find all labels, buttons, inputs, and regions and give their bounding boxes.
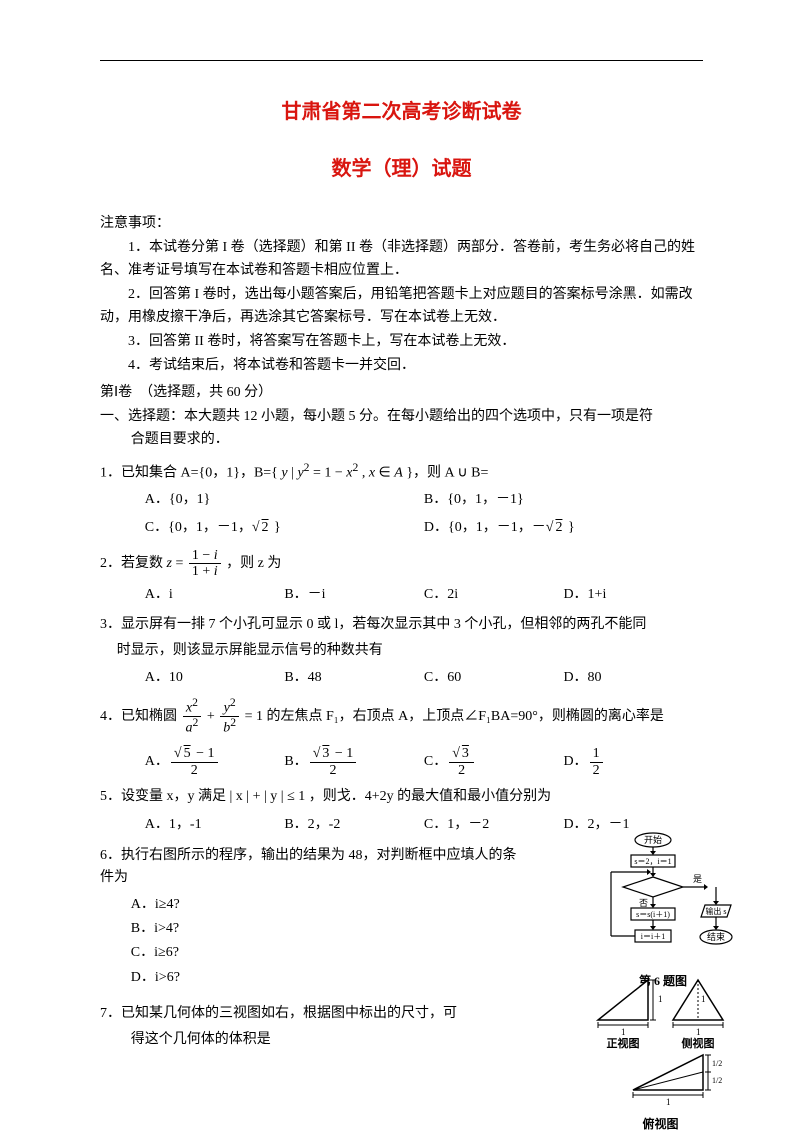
question-7: 7．已知某几何体的三视图如右，根据图中标出的尺寸，可 得这个几何体的体积是 (100, 1003, 530, 1052)
q1-optD: D．{0，1，－1，－√2 } (424, 517, 703, 539)
q4-text: 4．已知椭圆 x2a2 + y2b2 = 1 的左焦点 F₁，右顶点 A，上顶点… (100, 697, 703, 736)
q5-optA: A．1，-1 (145, 814, 285, 836)
part1-desc-a: 一、选择题：本大题共 12 小题，每小题 5 分。在每小题给出的四个选项中，只有… (100, 409, 653, 424)
part1-desc: 一、选择题：本大题共 12 小题，每小题 5 分。在每小题给出的四个选项中，只有… (100, 406, 703, 451)
q1-optD-b: } (564, 520, 574, 535)
q1-a: 1．已知集合 A={0，1}，B={ (100, 466, 281, 481)
q6-optB: B．i>4? (100, 918, 530, 940)
q4-optB: B．√3 − 12 (284, 746, 424, 778)
note-4: 4．考试结束后，将本试卷和答题卡一并交回． (100, 355, 703, 377)
q2-optB: B．－i (284, 584, 424, 606)
svg-text:1: 1 (696, 1027, 701, 1037)
q1-optA: A．{0，1} (145, 489, 424, 511)
q1-text: 1．已知集合 A={0，1}，B={ y | y2 = 1 − x2 , x ∈… (100, 459, 703, 485)
q7-text2: 得这个几何体的体积是 (100, 1029, 530, 1051)
q6-optD: D．i>6? (100, 967, 530, 989)
svg-text:1: 1 (621, 1027, 626, 1037)
q6-text: 6．执行右图所示的程序，输出的结果为 48，对判断框中应填人的条件为 (100, 845, 530, 890)
q6-optC: C．i≥6? (100, 942, 530, 964)
flow-no: 否 (639, 898, 648, 908)
question-6: 6．执行右图所示的程序，输出的结果为 48，对判断框中应填人的条件为 A．i≥4… (100, 845, 530, 989)
part1-heading: 第Ⅰ卷 （选择题，共 60 分） (100, 382, 703, 404)
question-4: 4．已知椭圆 x2a2 + y2b2 = 1 的左焦点 F₁，右顶点 A，上顶点… (100, 697, 703, 778)
flow-start: 开始 (644, 834, 662, 845)
question-5: 5．设变量 x，y 满足 | x | + | y | ≤ 1 ，则戈．4+2y … (100, 786, 703, 837)
q5-optB: B．2，-2 (284, 814, 424, 836)
q2-text-b: ，则 z 为 (226, 556, 281, 571)
q4-optC: C．√32 (424, 746, 564, 778)
svg-text:1: 1 (658, 994, 663, 1004)
q2-text: 2．若复数 z = 1 − i1 + i ，则 z 为 (100, 548, 703, 580)
flowchart-q6: 开始 s＝2，i＝1 是 否 s＝s(i＋1) i＝i＋1 输出 s (593, 832, 733, 991)
q4-text-b: 的左焦点 F₁，右顶点 A，上顶点∠F₁BA=90°，则椭圆的离心率是 (263, 709, 664, 724)
q2-text-a: 2．若复数 (100, 556, 167, 571)
view-top: 俯视图 (588, 1115, 733, 1134)
view-front: 正视图 (607, 1036, 640, 1050)
top-rule (100, 60, 703, 61)
q2-optA: A．i (145, 584, 285, 606)
subject-title: 数学（理）试题 (100, 153, 703, 185)
question-1: 1．已知集合 A={0，1}，B={ y | y2 = 1 − x2 , x ∈… (100, 459, 703, 540)
flow-end: 结束 (707, 931, 725, 942)
q5-optC: C．1，－2 (424, 814, 564, 836)
q2-optC: C．2i (424, 584, 564, 606)
q1-optB: B．{0，1，－1} (424, 489, 703, 511)
question-2: 2．若复数 z = 1 − i1 + i ，则 z 为 A．i B．－i C．2… (100, 548, 703, 606)
question-3: 3．显示屏有一排 7 个小孔可显示 0 或 l，若每次显示其中 3 个小孔，但相… (100, 614, 703, 689)
q4-text-a: 4．已知椭圆 (100, 709, 181, 724)
q1-optC: C．{0，1，－1，√2 } (145, 517, 424, 539)
note-2: 2．回答第 I 卷时，选出每小题答案后，用铅笔把答题卡上对应题目的答案标号涂黑．… (100, 284, 703, 329)
note-1: 1．本试卷分第 I 卷（选择题）和第 II 卷（非选择题）两部分．答卷前，考生务… (100, 237, 703, 282)
q2-optD: D．1+i (563, 584, 703, 606)
flow-yes: 是 (693, 874, 702, 884)
notes-heading: 注意事项： (100, 213, 703, 235)
views-svg: 1 1 1 1 正视图 侧视图 1/2 1/2 1 (588, 975, 733, 1105)
svg-text:1: 1 (666, 1097, 671, 1105)
q4-optD: D．12 (563, 746, 703, 778)
q3-optC: C．60 (424, 667, 564, 689)
q3-optB: B．48 (284, 667, 424, 689)
q7-text: 7．已知某几何体的三视图如右，根据图中标出的尺寸，可 (100, 1003, 530, 1025)
flow-inc: i＝i＋1 (641, 932, 665, 941)
q4-optA: A．√5 − 12 (145, 746, 285, 778)
q3-optD: D．80 (563, 667, 703, 689)
view-side: 侧视图 (682, 1036, 715, 1050)
q6-optA: A．i≥4? (100, 894, 530, 916)
flow-init: s＝2，i＝1 (634, 857, 671, 866)
q1-optC-a: C．{0，1，－1， (145, 520, 252, 535)
flowchart-svg: 开始 s＝2，i＝1 是 否 s＝s(i＋1) i＝i＋1 输出 s (593, 832, 733, 962)
svg-text:1: 1 (701, 994, 706, 1004)
flow-out: 输出 s (705, 906, 726, 916)
svg-text:1/2: 1/2 (712, 1059, 722, 1068)
q3-text: 3．显示屏有一排 7 个小孔可显示 0 或 l，若每次显示其中 3 个小孔，但相… (100, 614, 703, 636)
note-3: 3．回答第 II 卷时，将答案写在答题卡上，写在本试卷上无效． (100, 331, 703, 353)
flow-calc: s＝s(i＋1) (636, 910, 670, 919)
three-views: 1 1 1 1 正视图 侧视图 1/2 1/2 1 俯视图 (588, 975, 733, 1135)
exam-title: 甘肃省第二次高考诊断试卷 (100, 96, 703, 128)
part1-desc-b: 合题目要求的． (100, 429, 229, 451)
q3-text2: 时显示，则该显示屏能显示信号的种数共有 (100, 640, 703, 662)
q1-optD-a: D．{0，1，－1，－ (424, 520, 546, 535)
q1-optC-b: } (271, 520, 281, 535)
q5-text: 5．设变量 x，y 满足 | x | + | y | ≤ 1 ，则戈．4+2y … (100, 786, 703, 808)
svg-text:1/2: 1/2 (712, 1076, 722, 1085)
q1-b: }，则 A ∪ B= (403, 466, 489, 481)
q3-optA: A．10 (145, 667, 285, 689)
